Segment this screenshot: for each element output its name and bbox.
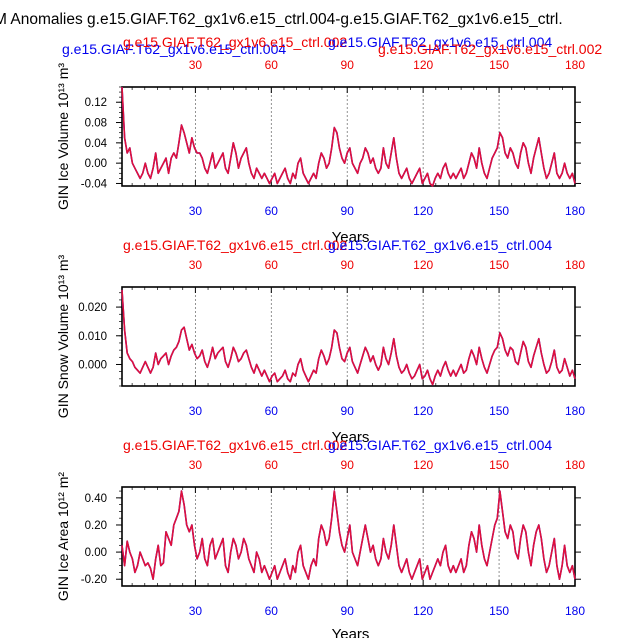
x-tick-label-top: 30 xyxy=(189,458,203,472)
x-tick-label-top: 90 xyxy=(341,458,355,472)
x-tick-label-top: 30 xyxy=(189,258,203,272)
y-axis-label-1: GIN Ice Volume 10¹³ m³ xyxy=(55,63,71,210)
x-tick-label-top: 120 xyxy=(413,258,433,272)
y-axis-label-3: GIN Ice Area 10¹² m² xyxy=(55,472,71,601)
figure-title: M Anomalies g.e15.GIAF.T62_gx1v6.e15_ctr… xyxy=(0,11,563,28)
x-tick-label-bottom: 150 xyxy=(489,404,509,418)
x-tick-label-top: 180 xyxy=(565,458,585,472)
series-line-red-3 xyxy=(121,490,576,581)
y-tick-label: -0.04 xyxy=(81,178,108,190)
y-tick-label: 0.04 xyxy=(85,138,108,150)
x-tick-label-bottom: 150 xyxy=(489,604,509,618)
x-axis-label-1: Years xyxy=(332,229,370,246)
x-tick-label-bottom: 60 xyxy=(265,404,279,418)
case-label-right-blue: g.e15.GIAF.T62_gx1v6.e15_ctrl.004 xyxy=(328,237,552,253)
plot-frame-3 xyxy=(121,486,576,587)
y-tick-label: -0.20 xyxy=(81,574,107,586)
x-tick-label-bottom: 180 xyxy=(565,604,585,618)
x-tick-label-bottom: 90 xyxy=(341,604,355,618)
x-tick-label-top: 60 xyxy=(265,58,279,72)
case-label-right-red: g.e15.GIAF.T62_gx1v6.e15_ctrl.002 xyxy=(378,41,602,57)
y-axis-label-2: GIN Snow Volume 10¹³ m³ xyxy=(55,254,71,418)
x-tick-label-top: 150 xyxy=(489,58,509,72)
y-tick-label: 0.000 xyxy=(78,359,107,371)
x-tick-label-bottom: 180 xyxy=(565,204,585,218)
case-label-right-blue: g.e15.GIAF.T62_gx1v6.e15_ctrl.004 xyxy=(328,34,552,50)
x-tick-label-bottom: 90 xyxy=(341,404,355,418)
x-tick-label-bottom: 60 xyxy=(265,204,279,218)
case-label-left-red: g.e15.GIAF.T62_gx1v6.e15_ctrl.002 xyxy=(123,237,347,253)
series-line-blue-2 xyxy=(121,289,576,386)
x-tick-label-top: 60 xyxy=(265,258,279,272)
y-tick-label: 0.010 xyxy=(78,331,107,343)
case-label-left-red: g.e15.GIAF.T62_gx1v6.e15_ctrl.002 xyxy=(123,34,347,50)
y-tick-label: 0.00 xyxy=(85,547,107,559)
x-tick-label-bottom: 90 xyxy=(341,204,355,218)
y-tick-label: 0.12 xyxy=(85,97,107,109)
series-line-red-1 xyxy=(121,86,576,187)
series-line-blue-1 xyxy=(121,86,576,187)
x-tick-label-bottom: 120 xyxy=(413,204,433,218)
x-tick-label-bottom: 30 xyxy=(189,204,203,218)
x-tick-label-top: 60 xyxy=(265,458,279,472)
x-tick-label-top: 150 xyxy=(489,458,509,472)
y-tick-label: 0.08 xyxy=(85,118,107,130)
x-tick-label-bottom: 30 xyxy=(189,604,203,618)
x-tick-label-bottom: 180 xyxy=(565,404,585,418)
x-tick-label-top: 90 xyxy=(341,258,355,272)
y-tick-label: 0.20 xyxy=(85,520,107,532)
x-axis-label-2: Years xyxy=(332,429,370,446)
x-tick-label-top: 150 xyxy=(489,258,509,272)
x-axis-label-3: Years xyxy=(332,626,370,638)
x-tick-label-top: 180 xyxy=(565,258,585,272)
case-label-right-blue: g.e15.GIAF.T62_gx1v6.e15_ctrl.004 xyxy=(328,437,552,453)
x-tick-label-top: 120 xyxy=(413,458,433,472)
x-tick-label-bottom: 120 xyxy=(413,604,433,618)
y-tick-label: 0.020 xyxy=(78,302,107,314)
x-tick-label-bottom: 60 xyxy=(265,604,279,618)
case-label-left-blue: g.e15.GIAF.T62_gx1v6.e15_ctrl.004 xyxy=(62,41,286,57)
y-tick-label: 0.40 xyxy=(85,493,107,505)
x-tick-label-bottom: 120 xyxy=(413,404,433,418)
x-tick-label-top: 90 xyxy=(341,58,355,72)
x-tick-label-top: 120 xyxy=(413,58,433,72)
x-tick-label-bottom: 150 xyxy=(489,204,509,218)
x-tick-label-top: 30 xyxy=(189,58,203,72)
plot-frame-1 xyxy=(121,86,576,187)
x-tick-label-bottom: 30 xyxy=(189,404,203,418)
plot-frame-2 xyxy=(121,286,576,387)
x-tick-label-top: 180 xyxy=(565,58,585,72)
case-label-left-red: g.e15.GIAF.T62_gx1v6.e15_ctrl.002 xyxy=(123,437,347,453)
series-line-red-2 xyxy=(121,289,576,386)
y-tick-label: 0.00 xyxy=(85,158,107,170)
